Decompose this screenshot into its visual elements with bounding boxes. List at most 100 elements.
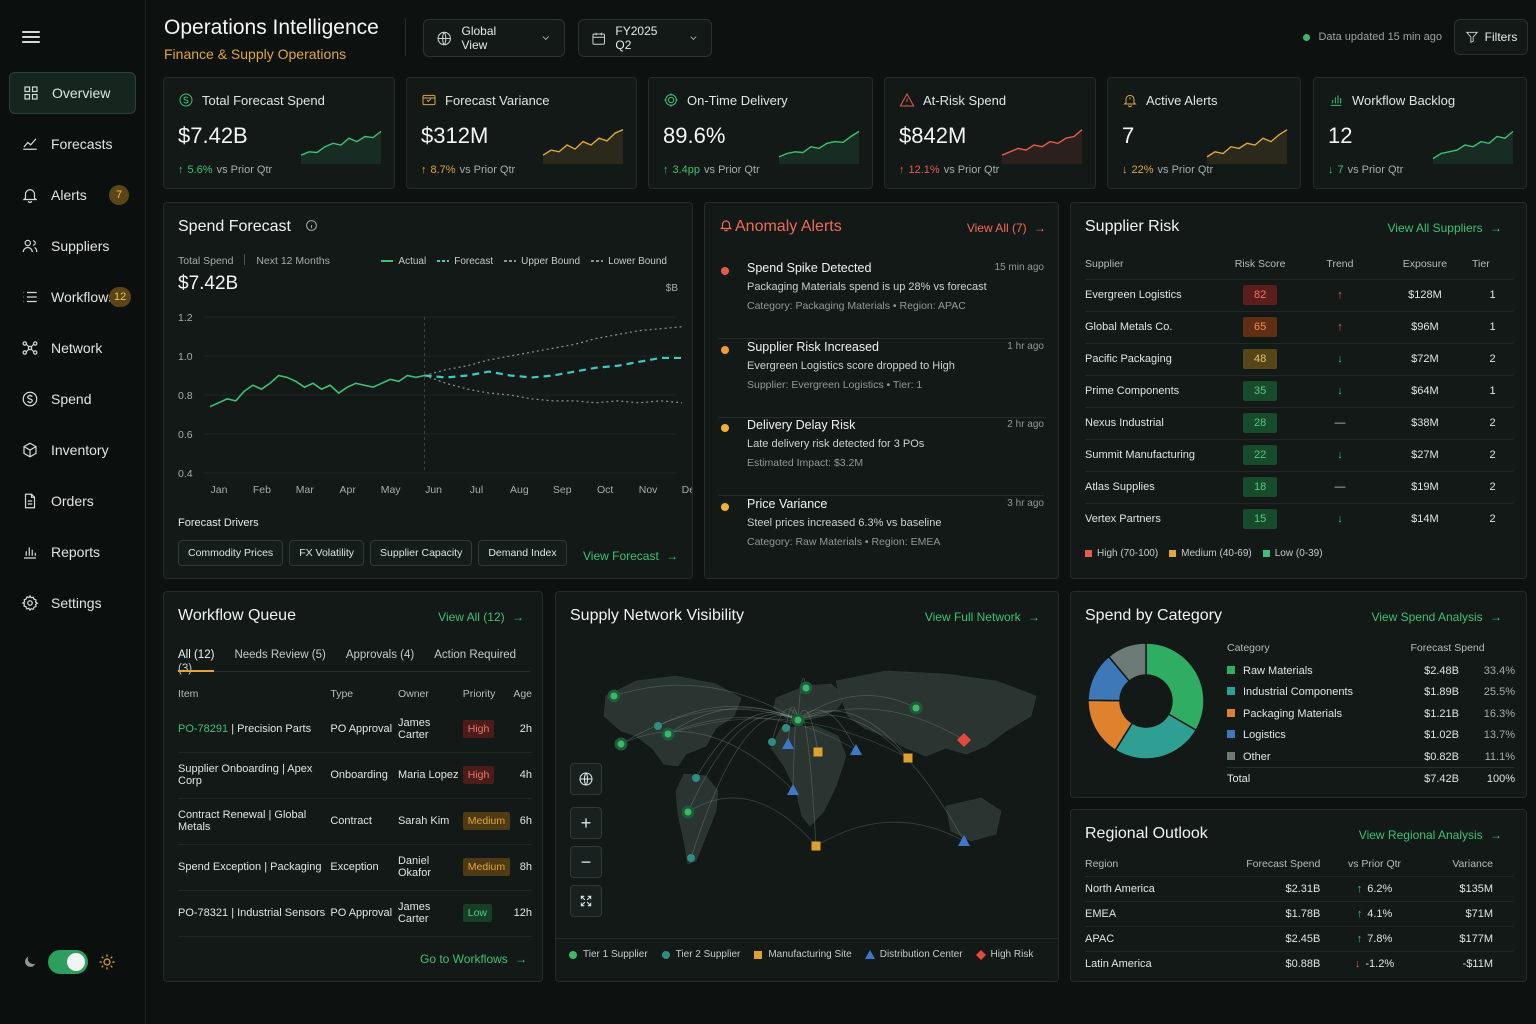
kpi-card-active-alerts[interactable]: Active Alerts 7 ↓ 22% vs Prior Qtr (1107, 77, 1301, 189)
manufacturing-site-node[interactable] (813, 747, 823, 757)
x-tick-label: Jan (211, 484, 228, 496)
supplier-row[interactable]: Vertex Partners 15 ↓ $14M 2 (1085, 502, 1513, 535)
period-select[interactable]: FY2025 Q2 (578, 19, 712, 57)
sidebar-item-orders[interactable]: Orders (9, 480, 136, 522)
kpi-sparkline (300, 130, 382, 164)
fit-view-button[interactable] (570, 885, 602, 917)
tab-action-required[interactable]: Action Required (3) (178, 649, 517, 675)
menu-icon[interactable] (22, 28, 40, 44)
region-row[interactable]: EMEA $1.78B ↑ 4.1% $71M (1085, 900, 1513, 926)
po-link[interactable]: PO-78291 (178, 722, 229, 735)
view-regional-analysis-link[interactable]: View Regional Analysis (1359, 828, 1502, 842)
supplier-row[interactable]: Summit Manufacturing 22 ↓ $27M 2 (1085, 438, 1513, 471)
tier1-supplier-node[interactable] (791, 713, 805, 727)
tier2-supplier-node[interactable] (692, 774, 700, 782)
tier1-supplier-node[interactable] (681, 805, 695, 819)
view-all-workflows-link[interactable]: View All (12) (438, 610, 524, 624)
tier1-supplier-node[interactable] (607, 689, 621, 703)
donut-slice[interactable] (1114, 713, 1198, 760)
driver-chip[interactable]: Supplier Capacity (370, 540, 473, 566)
tier2-supplier-node[interactable] (687, 854, 695, 862)
tier1-supplier-node[interactable] (661, 727, 675, 741)
manufacturing-site-node[interactable] (811, 841, 821, 851)
supplier-row[interactable]: Atlas Supplies 18 — $19M 2 (1085, 470, 1513, 503)
sidebar-item-alerts[interactable]: Alerts 7 (9, 174, 136, 216)
supplier-row[interactable]: Nexus Industrial 28 — $38M 2 (1085, 406, 1513, 439)
view-spend-analysis-link[interactable]: View Spend Analysis (1371, 610, 1502, 624)
donut-slice[interactable] (1145, 642, 1205, 732)
sidebar-item-suppliers[interactable]: Suppliers (9, 225, 136, 267)
zoom-in-button[interactable]: + (570, 807, 602, 839)
category-row[interactable]: Packaging Materials $1.21B 16.3% (1227, 703, 1515, 725)
category-row[interactable]: Raw Materials $2.48B 33.4% (1227, 660, 1515, 682)
bell-icon (719, 220, 733, 232)
tier1-supplier-node[interactable] (799, 681, 813, 695)
globe-view-button[interactable] (570, 763, 602, 795)
distribution-center-node[interactable] (787, 784, 799, 795)
donut-slice[interactable] (1107, 642, 1147, 683)
category-row[interactable]: Other $0.82B 11.1% (1227, 746, 1515, 768)
kpi-card-total-forecast-spend[interactable]: Total Forecast Spend $7.42B ↑ 5.6% vs Prior … (163, 77, 395, 189)
zoom-out-button[interactable]: − (570, 846, 602, 878)
workflow-row[interactable]: PO-78291 | Precision Parts PO Approval Jam… (178, 706, 532, 753)
high-risk-node[interactable] (957, 733, 971, 747)
kpi-card-on-time-delivery[interactable]: On-Time Delivery 89.6% ↑ 3.4pp vs Prior Qtr (648, 77, 873, 189)
supplier-row[interactable]: Prime Components 35 ↓ $64M 1 (1085, 374, 1513, 407)
view-full-network-link[interactable]: View Full Network (925, 610, 1040, 624)
alert-item[interactable]: Spend Spike Detected Packaging Materials … (719, 261, 1044, 339)
sidebar-item-inventory[interactable]: Inventory (9, 429, 136, 471)
filters-button[interactable]: Filters (1454, 19, 1528, 55)
sidebar-item-network[interactable]: Network (9, 327, 136, 369)
tier1-supplier-node[interactable] (614, 737, 628, 751)
distribution-center-node[interactable] (958, 835, 970, 846)
workflow-owner: Sarah Kim (397, 798, 463, 845)
workflow-row[interactable]: PO-78321 | Industrial Sensors PO Approval… (178, 890, 532, 937)
scope-select[interactable]: Global View (423, 19, 565, 57)
alert-item[interactable]: Price Variance Steel prices increased 6.3… (719, 497, 1044, 575)
info-icon[interactable] (305, 219, 318, 232)
tier1-supplier-node[interactable] (909, 701, 923, 715)
sidebar-item-reports[interactable]: Reports (9, 531, 136, 573)
workflow-row[interactable]: Spend Exception | Packaging Exception Dani… (178, 844, 532, 891)
tab-needs-review[interactable]: Needs Review (5) (234, 649, 326, 661)
legend-label: Upper Bound (521, 255, 581, 267)
supplier-row[interactable]: Global Metals Co. 65 ↑ $96M 1 (1085, 310, 1513, 343)
tier2-supplier-node[interactable] (782, 724, 790, 732)
category-row[interactable]: Industrial Components $1.89B 25.5% (1227, 682, 1515, 704)
kpi-card-workflow-backlog[interactable]: Workflow Backlog 12 ↓ 7 vs Prior Qtr (1313, 77, 1527, 189)
alert-item[interactable]: Supplier Risk Increased Evergreen Logisti… (719, 340, 1044, 418)
tier2-supplier-node[interactable] (768, 738, 776, 746)
alert-item[interactable]: Delivery Delay Risk Late delivery risk de… (719, 418, 1044, 496)
sidebar-item-forecasts[interactable]: Forecasts (9, 123, 136, 165)
kpi-card-at-risk-spend[interactable]: At-Risk Spend $842M ↑ 12.1% vs Prior Qtr (884, 77, 1096, 189)
workflow-row[interactable]: Supplier Onboarding | Apex Corp Onboardin… (178, 752, 532, 799)
kpi-card-forecast-variance[interactable]: Forecast Variance $312M ↑ 8.7% vs Prior Qtr (406, 77, 637, 189)
go-to-workflows-link[interactable]: Go to Workflows (420, 952, 527, 966)
sidebar-item-settings[interactable]: Settings (9, 582, 136, 624)
column-header: Age (513, 688, 532, 700)
sidebar-item-workflows[interactable]: Workflows 12 (9, 276, 136, 318)
view-all-alerts-link[interactable]: View All (7) (967, 221, 1046, 235)
distribution-center-node[interactable] (782, 738, 794, 749)
tier2-supplier-node[interactable] (654, 722, 662, 730)
sidebar-item-spend[interactable]: Spend (9, 378, 136, 420)
tab-approvals[interactable]: Approvals (4) (345, 649, 415, 661)
driver-chip[interactable]: FX Volatility (289, 540, 365, 566)
region-row[interactable]: APAC $2.45B ↑ 7.8% $177M (1085, 925, 1513, 951)
region-row[interactable]: Latin America $0.88B ↓ -1.2% -$11M (1085, 950, 1513, 976)
sidebar-item-overview[interactable]: Overview (9, 72, 136, 114)
workflow-row[interactable]: Contract Renewal | Global Metals Contract… (178, 798, 532, 845)
driver-chip[interactable]: Demand Index (478, 540, 567, 566)
supplier-row[interactable]: Pacific Packaging 48 ↓ $72M 2 (1085, 342, 1513, 375)
theme-toggle[interactable] (48, 950, 88, 974)
supplier-row[interactable]: Evergreen Logistics 82 ↑ $128M 1 (1085, 278, 1513, 311)
distribution-center-node[interactable] (850, 744, 862, 755)
network-map[interactable] (566, 636, 1050, 936)
driver-chip[interactable]: Commodity Prices (178, 540, 284, 566)
view-forecast-link[interactable]: View Forecast (583, 549, 678, 563)
view-all-suppliers-link[interactable]: View All Suppliers (1387, 221, 1502, 235)
category-row[interactable]: Logistics $1.02B 13.7% (1227, 725, 1515, 747)
region-row[interactable]: North America $2.31B ↑ 6.2% $135M (1085, 875, 1513, 901)
manufacturing-site-node[interactable] (903, 753, 913, 763)
tab-all[interactable]: All (12) (178, 649, 215, 661)
